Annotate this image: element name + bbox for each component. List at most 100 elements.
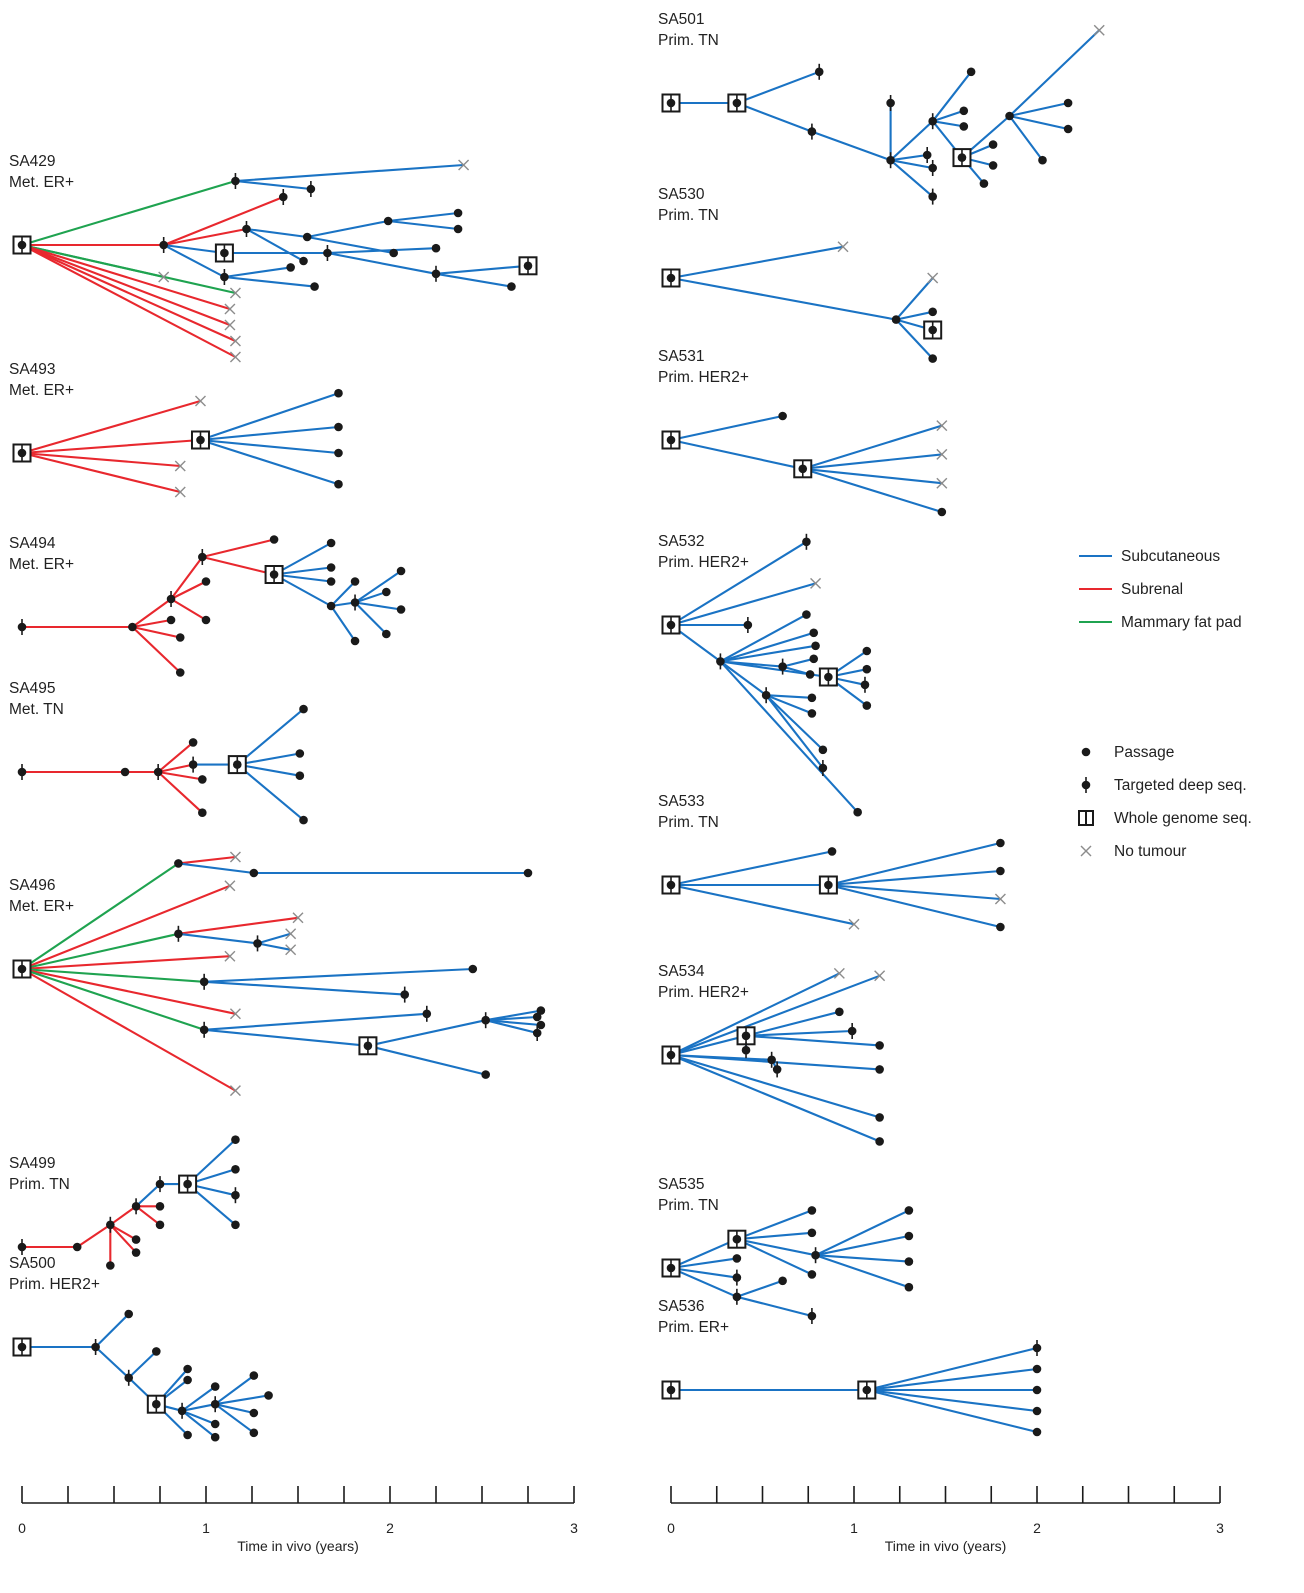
axis-tick-label: 1 xyxy=(850,1520,858,1536)
tree-edge xyxy=(157,763,195,774)
targeted-seq-marker xyxy=(802,533,811,550)
no-tumour-marker xyxy=(292,912,304,924)
tree-edge xyxy=(931,120,965,128)
no-tumour-marker xyxy=(174,486,186,498)
tree-sample-id: SA530 xyxy=(658,186,705,203)
passage-marker xyxy=(996,866,1005,876)
tree-sample-id: SA494 xyxy=(9,535,56,552)
tree-edge xyxy=(366,1044,487,1076)
tree-edge xyxy=(865,1388,1039,1434)
tree-edge xyxy=(353,601,403,611)
passage-marker xyxy=(124,1309,134,1319)
targeted-seq-marker xyxy=(159,237,168,253)
passage-marker xyxy=(350,636,360,646)
no-tumour-marker xyxy=(229,1008,241,1020)
tree-edge xyxy=(236,708,305,766)
targeted-seq-marker xyxy=(761,687,771,704)
tree-edge xyxy=(669,883,856,926)
tree-edge xyxy=(201,538,276,559)
tree-edge xyxy=(781,657,815,668)
passage-marker xyxy=(904,1257,914,1266)
tree-sample-id: SA533 xyxy=(658,793,705,810)
whole-genome-marker xyxy=(923,320,943,340)
dot-bar-icon xyxy=(1081,777,1091,793)
passage-marker xyxy=(827,847,837,856)
tree-edge xyxy=(177,862,255,875)
tree-sample-type: Met. ER+ xyxy=(9,382,74,399)
whole-genome-marker xyxy=(661,268,681,288)
tree-edge xyxy=(387,219,460,231)
axis-tick-label: 2 xyxy=(1033,1520,1041,1536)
whole-genome-marker xyxy=(661,1258,681,1278)
tree-edge xyxy=(20,451,182,494)
tree-edge xyxy=(814,1234,910,1257)
tree-edge xyxy=(669,582,817,627)
tree-edge xyxy=(434,272,513,288)
tree-edge xyxy=(157,741,195,774)
passage-marker xyxy=(778,411,787,421)
passage-marker xyxy=(249,1428,259,1438)
passage-marker xyxy=(382,587,391,597)
tree-edge xyxy=(735,101,813,133)
passage-marker xyxy=(175,633,185,642)
dot-icon xyxy=(1081,747,1091,757)
tree-sample-type: Prim. HER2+ xyxy=(658,369,749,386)
passage-marker xyxy=(249,868,259,878)
passage-marker xyxy=(295,771,305,780)
passage-marker xyxy=(198,775,207,784)
tree-edge xyxy=(827,841,1002,887)
tree-edge xyxy=(20,243,231,327)
tree-edge xyxy=(719,631,815,663)
tree-sample-type: Prim. HER2+ xyxy=(658,984,749,1001)
passage-marker xyxy=(959,122,969,131)
passage-marker xyxy=(210,1382,220,1391)
time-axis: 0 1 2 3 Time in vivo (years) xyxy=(18,1486,578,1554)
whole-genome-marker xyxy=(661,93,681,113)
passage-marker xyxy=(809,654,819,664)
time-axes: 0 1 2 3 Time in vivo (years) 0 1 2 3 Time in vivo… xyxy=(18,1486,1224,1554)
no-tumour-marker xyxy=(874,970,886,982)
targeted-seq-marker xyxy=(153,764,163,780)
passage-marker xyxy=(334,479,343,489)
targeted-seq-marker xyxy=(188,756,198,773)
no-tumour-marker xyxy=(229,851,241,863)
tree-edge xyxy=(330,604,357,643)
passage-marker xyxy=(396,566,406,576)
passage-marker xyxy=(334,388,343,398)
targeted-seq-marker xyxy=(124,1369,134,1386)
targeted-seq-marker xyxy=(778,658,787,675)
no-tumour-marker xyxy=(994,893,1006,905)
tree-edge xyxy=(669,1266,738,1279)
tree-edge xyxy=(669,1053,881,1143)
tree-edge xyxy=(109,1223,138,1241)
tree-edge xyxy=(669,1238,738,1270)
tree-edge xyxy=(199,438,340,486)
whole-genome-marker xyxy=(12,959,32,979)
whole-genome-marker xyxy=(12,235,32,255)
targeted-seq-marker xyxy=(177,1402,187,1419)
legend-item-mammary: Mammary fat pad xyxy=(1079,614,1242,631)
whole-genome-marker xyxy=(518,256,538,276)
whole-genome-marker xyxy=(12,1337,32,1357)
passage-marker xyxy=(350,577,360,586)
tree-edge xyxy=(20,955,231,971)
tree-edge xyxy=(256,942,292,951)
passage-marker xyxy=(310,282,319,291)
tree-edge xyxy=(669,438,804,470)
whole-genome-marker xyxy=(12,443,32,463)
passage-marker xyxy=(249,1371,259,1380)
tree-sample-type: Met. ER+ xyxy=(9,556,74,573)
passage-marker xyxy=(120,767,130,777)
no-tumour-marker xyxy=(833,967,845,979)
tree-edge xyxy=(1008,114,1070,131)
no-tumour-marker xyxy=(458,159,470,171)
tree-edge xyxy=(366,1019,487,1047)
passage-marker xyxy=(396,605,406,614)
passage-marker xyxy=(175,668,185,677)
targeted-seq-marker xyxy=(928,188,937,205)
passage-marker xyxy=(988,161,998,170)
passage-marker xyxy=(431,243,441,253)
targeted-seq-marker xyxy=(481,1012,490,1029)
passage-marker xyxy=(131,1235,141,1244)
tree-edge xyxy=(273,573,333,608)
